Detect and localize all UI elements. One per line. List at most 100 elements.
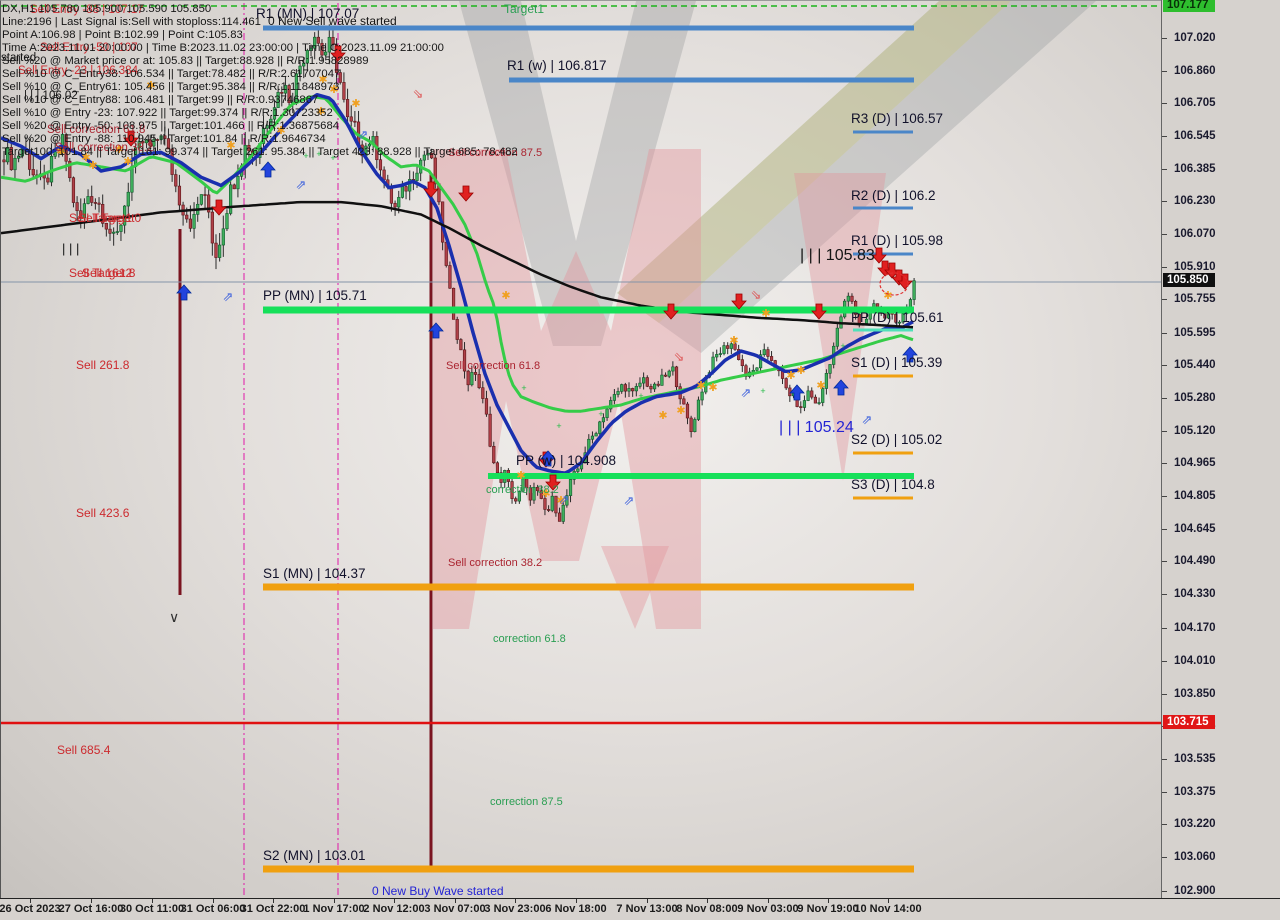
star-icon: ✱ bbox=[56, 146, 65, 158]
x-axis-label: 8 Nov 08:00 bbox=[676, 903, 738, 915]
sell-arrow-icon bbox=[330, 45, 346, 62]
info-line: Sell %20 @ Entry -50: 108.975 || Target:… bbox=[2, 120, 340, 132]
star-icon: ✱ bbox=[541, 488, 550, 500]
buy-arrow-icon bbox=[833, 379, 849, 396]
x-axis-label: 31 Oct 22:00 bbox=[240, 903, 306, 915]
x-axis-tick bbox=[707, 899, 708, 903]
y-axis-tick bbox=[1162, 890, 1167, 892]
x-axis-tick bbox=[576, 899, 577, 903]
candlestick-chart-svg: ✱ ✱✱✱✱✱✱✱✱✱✱✱✱✱✱✱✱ ✱✱ ✱✱✱✱ ✱✱✱⇗⇗⇗⇗ ⇗⇗⇗⇘⇘⇘+ + ++… bbox=[1, 1, 1161, 898]
gray-band bbox=[659, 1, 1096, 353]
star-icon: ✱ bbox=[114, 144, 123, 156]
entry-plus-icon: + bbox=[638, 391, 643, 401]
info-line: Sell %10 @ Entry -23: 107.922 || Target:… bbox=[2, 107, 333, 119]
chart-plot-area[interactable]: ✱ ✱ ✱ ✱ ✱ ✱ ✱ ✱ ✱ ✱ ✱ ✱ ✱ ✱ ✱ ✱ ✱ ✱ ✱ ✱ ✱ ✱ ✱ ✱ ✱ ✱ ⇗ ⇗ ⇗ ⇗ ⇗ ⇗ ⇗ ⇘ ⇘ ⇘ + + + +… bbox=[0, 0, 1162, 899]
y-axis-tick bbox=[1162, 364, 1167, 366]
x-axis-tick bbox=[828, 899, 829, 903]
star-icon: ✱ bbox=[226, 140, 235, 152]
y-axis-label: 103.850 bbox=[1174, 687, 1216, 700]
y-axis-tick bbox=[1162, 234, 1167, 236]
x-axis-tick bbox=[515, 899, 516, 903]
x-axis-tick bbox=[647, 899, 648, 903]
y-axis-label: 106.385 bbox=[1174, 162, 1216, 175]
y-axis-tick bbox=[1162, 430, 1167, 432]
moving-averages bbox=[1, 92, 914, 475]
x-axis-tick bbox=[213, 899, 214, 903]
y-axis-tick bbox=[1162, 397, 1167, 399]
sell-arrow-icon bbox=[545, 474, 561, 491]
y-axis-label: 106.860 bbox=[1174, 64, 1216, 77]
y-axis-tick bbox=[1162, 168, 1167, 170]
sell-arrow-icon bbox=[811, 303, 827, 320]
star-icon: ✱ bbox=[676, 405, 685, 417]
y-axis-label: 103.535 bbox=[1174, 753, 1216, 766]
y-axis-label: 105.280 bbox=[1174, 391, 1216, 404]
x-axis-label: 30 Oct 11:00 bbox=[119, 903, 185, 915]
x-axis-tick bbox=[334, 899, 335, 903]
y-axis-label: 105.910 bbox=[1174, 261, 1216, 274]
y-axis-label: 104.330 bbox=[1174, 588, 1216, 601]
x-axis-label: 9 Nov 19:00 bbox=[797, 903, 859, 915]
info-line: Sell %20 @ Entry -88: 110.945 || Target:… bbox=[2, 133, 326, 145]
buy-arrow-icon bbox=[902, 346, 918, 363]
info-line: Point A:106.98 | Point B:102.99 | Point … bbox=[2, 29, 243, 41]
y-axis-tick bbox=[1162, 594, 1167, 596]
sell-arrow-icon bbox=[458, 185, 474, 202]
ma-mid_blue bbox=[1, 92, 914, 475]
y-axis-label: 106.230 bbox=[1174, 195, 1216, 208]
info-line: Sell %10 @ C_Entry38: 106.534 || Target:… bbox=[2, 68, 341, 80]
y-axis-label: 104.965 bbox=[1174, 456, 1216, 469]
x-axis-label: 2 Nov 12:00 bbox=[363, 903, 425, 915]
info-line: DX,H1 105.780 105.900 105.590 105.850 bbox=[2, 3, 212, 15]
star-icon: ✱ bbox=[816, 380, 825, 392]
hollow-up-arrow-icon: ⇗ bbox=[223, 289, 234, 304]
y-axis-tick bbox=[1162, 660, 1167, 662]
y-axis-label: 106.545 bbox=[1174, 129, 1216, 142]
star-icon: ✱ bbox=[123, 156, 132, 168]
price-axis[interactable]: 107.020 106.860 106.705 106.545 106.385 106.2… bbox=[1161, 0, 1280, 898]
y-axis-label: 103.060 bbox=[1174, 851, 1216, 864]
y-axis-tick bbox=[1162, 824, 1167, 826]
entry-plus-icon: + bbox=[330, 153, 335, 163]
gray-v bbox=[459, 1, 696, 346]
info-line: Sell %10 @ C_Entry88: 106.481 || Target:… bbox=[2, 94, 319, 106]
y-axis-tick bbox=[1162, 102, 1167, 104]
x-axis-label: 6 Nov 18:00 bbox=[545, 903, 607, 915]
y-axis-tick bbox=[1162, 267, 1167, 269]
hollow-up-arrow-icon: ⇗ bbox=[559, 492, 570, 507]
y-axis-tick bbox=[1162, 37, 1167, 39]
x-axis-tick bbox=[30, 899, 31, 903]
star-icon: ✱ bbox=[883, 290, 892, 302]
entry-plus-icon: + bbox=[521, 383, 526, 393]
entry-plus-icon: + bbox=[556, 421, 561, 431]
info-line: Sell %20 @ Market price or at: 105.83 ||… bbox=[2, 55, 369, 67]
entry-plus-icon: + bbox=[303, 151, 308, 161]
y-axis-label: 104.170 bbox=[1174, 621, 1216, 634]
buy-arrow-icon bbox=[540, 450, 556, 467]
star-icon: ✱ bbox=[729, 335, 738, 347]
star-icon: ✱ bbox=[696, 380, 705, 392]
ma-fast_green bbox=[1, 95, 914, 413]
hollow-down-arrow-icon: ⇘ bbox=[751, 287, 762, 302]
y-axis-label: 105.440 bbox=[1174, 358, 1216, 371]
pivot-level-lines bbox=[263, 25, 914, 873]
y-axis-label: 106.070 bbox=[1174, 228, 1216, 241]
x-axis-label: 27 Oct 16:00 bbox=[58, 903, 124, 915]
x-axis-tick bbox=[91, 899, 92, 903]
time-axis[interactable]: 26 Oct 2023 27 Oct 16:00 30 Oct 11:00 31 Oc… bbox=[0, 898, 1280, 920]
sell-arrow-icon bbox=[731, 293, 747, 310]
y-axis-label: 103.220 bbox=[1174, 818, 1216, 831]
star-icon: ✱ bbox=[708, 382, 717, 394]
hollow-down-arrow-icon: ⇘ bbox=[413, 86, 424, 101]
x-axis-label: 10 Nov 14:00 bbox=[854, 903, 922, 915]
sell-arrow-icon bbox=[123, 130, 139, 147]
info-line: Time A:2023.11.01 20:00:00 | Time B:2023… bbox=[2, 42, 444, 54]
star-icon: ✱ bbox=[796, 365, 805, 377]
price-marker-107-177: 107.177 bbox=[1163, 0, 1215, 12]
horizontal-lines bbox=[1, 5, 1161, 725]
y-axis-label: 103.375 bbox=[1174, 786, 1216, 799]
sell-arrow-icon bbox=[423, 181, 439, 198]
star-icon: ✱ bbox=[761, 308, 770, 320]
star-icon: ✱ bbox=[516, 470, 525, 482]
